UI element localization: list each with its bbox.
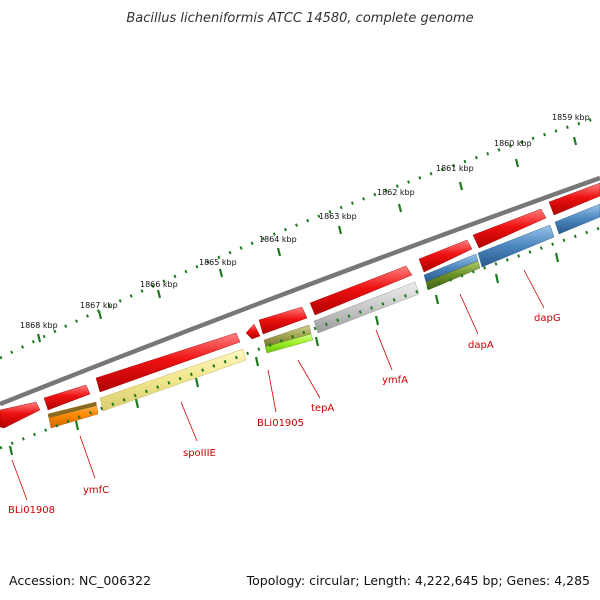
leader-BLi01905 [267, 369, 277, 413]
tick-1867 [97, 310, 103, 320]
tick-1862 [397, 203, 403, 213]
tick-1863 [337, 225, 343, 235]
gene-bar-ymfA [313, 281, 420, 334]
scale-label-1861: 1861 kbp [436, 164, 474, 173]
gene-bar-dapG [477, 224, 555, 268]
tick-1861 [458, 181, 464, 191]
gene-arrow-fwd-7 [418, 239, 473, 273]
inner-tick-8 [434, 294, 440, 305]
leader-tepA [297, 359, 321, 399]
label-leaders [11, 269, 545, 501]
inner-tick-5 [254, 356, 260, 367]
inner-tick-10 [554, 252, 560, 263]
inner-tick-6 [314, 336, 320, 347]
gene-arrow-fwd-2 [43, 384, 91, 411]
gene-arrow-fwd-6 [309, 265, 413, 316]
leader-ymfC [79, 435, 96, 479]
inner-tick-7 [374, 315, 380, 326]
gene-label-tepA: tepA [311, 403, 334, 414]
inner-scale [0, 226, 600, 456]
genome-backbone [0, 175, 600, 407]
scale-label-1863: 1863 kbp [319, 212, 357, 221]
outer-scale: 1868 kbp 1867 kbp 1866 kbp 1865 kbp 1864… [0, 113, 600, 360]
scale-label-1860: 1860 kbp [494, 139, 532, 148]
gene-label-dapG: dapG [534, 313, 561, 324]
gene-bar-ymfC-edge [48, 402, 96, 418]
gene-arrow-fwd-1 [0, 401, 41, 429]
reverse-strand-genes [47, 203, 600, 429]
gene-label-dapA: dapA [468, 340, 494, 351]
tick-1859 [572, 136, 578, 146]
scale-label-1866: 1866 kbp [140, 280, 178, 289]
outer-scale-dots [0, 115, 600, 360]
scale-label-1865: 1865 kbp [199, 258, 237, 267]
inner-tick-2 [74, 420, 80, 431]
leader-ymfA [375, 329, 393, 371]
gene-label-ymfA: ymfA [382, 375, 408, 386]
gene-arrow-fwd-4 [245, 323, 261, 340]
forward-strand-genes [0, 182, 600, 429]
gene-label-BLi01905: BLi01905 [257, 418, 304, 429]
leader-BLi01908 [11, 459, 28, 501]
gene-arrow-fwd-8 [472, 208, 547, 249]
gene-bar-dapG-next [554, 203, 600, 235]
map-title: Bacillus licheniformis ATCC 14580, compl… [126, 11, 473, 26]
tick-1866 [156, 289, 162, 299]
gene-arrow-fwd-9 [548, 182, 600, 216]
tick-1860 [514, 158, 520, 168]
tick-1868 [36, 333, 42, 343]
tick-1865 [218, 268, 224, 278]
gene-arrow-fwd-5 [258, 306, 308, 335]
scale-label-1862: 1862 kbp [377, 188, 415, 197]
topology-text: Topology: circular; Length: 4,222,645 bp… [246, 573, 590, 588]
outer-scale-major-ticks [36, 136, 578, 343]
gene-label-spoIIIE: spoIIIE [183, 448, 216, 459]
gene-bar-spoIIIE [99, 348, 247, 412]
inner-scale-major-ticks [8, 252, 560, 456]
leader-spoIIIE [180, 401, 198, 442]
gene-label-BLi01908: BLi01908 [8, 505, 55, 516]
gene-bar-tepA-inner [264, 333, 314, 354]
leader-dapG [523, 269, 545, 309]
inner-tick-4 [194, 377, 200, 388]
leader-dapA [459, 293, 479, 335]
scale-label-1867: 1867 kbp [80, 301, 118, 310]
gene-label-ymfC: ymfC [83, 485, 109, 496]
scale-label-1868: 1868 kbp [20, 321, 58, 330]
accession-text: Accession: NC_006322 [9, 573, 152, 588]
inner-tick-3 [134, 398, 140, 409]
inner-tick-9 [494, 273, 500, 284]
tick-1864 [276, 247, 282, 257]
scale-label-1859: 1859 kbp [552, 113, 590, 122]
scale-label-1864: 1864 kbp [259, 235, 297, 244]
gene-arrow-fwd-3 [95, 332, 241, 393]
inner-tick-1 [8, 445, 14, 456]
gene-labels: BLi01908 ymfC spoIIIE BLi01905 tepA ymfA… [8, 313, 561, 516]
